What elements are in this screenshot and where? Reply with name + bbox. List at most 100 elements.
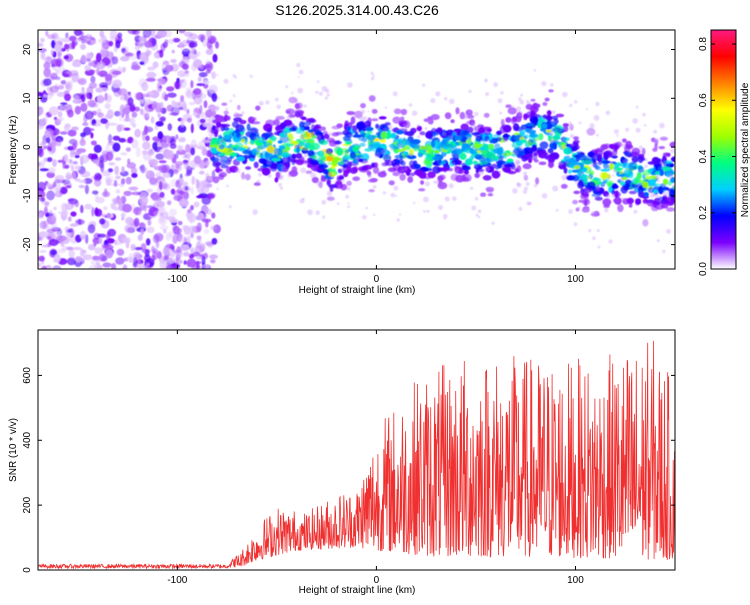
spectrogram-cell <box>526 122 532 127</box>
spectrogram-cell <box>164 39 169 45</box>
spectrogram-cell <box>633 177 639 185</box>
spectrogram-cell <box>665 153 671 157</box>
spectrogram-cell <box>659 122 665 129</box>
x-tick-label: 100 <box>567 274 584 285</box>
spectrogram-cell <box>65 82 71 90</box>
spectrogram-cell <box>219 146 223 150</box>
spectrogram-cell <box>454 168 460 174</box>
x-tick-label: -100 <box>167 575 187 586</box>
y-tick-label: 600 <box>22 367 33 384</box>
spectrogram-cell <box>316 181 323 187</box>
spectrogram-cell <box>80 31 84 37</box>
spectrogram-cell <box>190 247 194 253</box>
spectrogram-cell <box>299 134 305 140</box>
spectrogram-cell <box>196 195 204 199</box>
x-tick-label: 100 <box>567 575 584 586</box>
spectrogram-cell <box>418 149 424 154</box>
spectrogram-cell <box>182 244 190 252</box>
spectrogram-cell <box>197 76 202 82</box>
spectrogram-cell <box>642 112 646 117</box>
spectrogram-cell <box>545 115 553 121</box>
spectrogram-cell <box>323 133 330 139</box>
spectrogram-cell <box>577 206 581 210</box>
spectrogram-cell <box>92 159 100 164</box>
spectrogram-cell <box>54 175 65 182</box>
spectrogram-cell <box>336 202 340 205</box>
spectrogram-cell <box>296 139 307 143</box>
spectrogram-cell <box>642 198 649 204</box>
spectrogram-cell <box>153 210 163 217</box>
spectrogram-cell <box>418 188 426 192</box>
spectrogram-cell <box>628 203 633 208</box>
spectrogram-cell <box>166 200 172 206</box>
spectrogram-cell <box>95 208 103 217</box>
spectrogram-cell <box>155 146 163 150</box>
spectrogram-cell <box>128 53 138 61</box>
spectrogram-cell <box>182 63 189 70</box>
spectrogram-cell <box>234 142 244 149</box>
spectrogram-cell <box>106 109 114 119</box>
spectrogram-cell <box>135 147 141 158</box>
spectrogram-cell <box>188 101 196 106</box>
spectrogram-cell <box>223 78 229 84</box>
spectrogram-cell <box>382 170 386 174</box>
spectrogram-cell <box>347 205 350 209</box>
spectrogram-cell <box>647 187 654 194</box>
spectrogram-cell <box>52 159 57 168</box>
spectrogram-cell <box>160 206 166 212</box>
spectrogram-cell <box>666 207 675 212</box>
spectrogram-cell <box>454 135 462 141</box>
spectrogram-cell <box>148 158 159 166</box>
spectrogram-cell <box>658 146 666 150</box>
spectrogram-cell <box>143 125 149 135</box>
spectrogram-cell <box>534 117 539 125</box>
spectrogram-cell <box>179 136 186 143</box>
spectrogram-cell <box>587 151 595 157</box>
spectrogram-cell <box>139 93 150 98</box>
spectrogram-cell <box>471 205 477 211</box>
spectrogram-cell <box>433 150 441 154</box>
spectrogram-cell <box>670 198 675 203</box>
y-tick-label: 0 <box>22 144 33 150</box>
spectrogram-cell <box>608 239 613 244</box>
spectrogram-x-ticks: -100 0 100 <box>167 30 584 285</box>
spectrogram-cell <box>81 87 85 92</box>
spectrogram-cell <box>206 30 212 39</box>
spectrogram-cell <box>471 132 480 136</box>
spectrogram-cell <box>604 208 609 213</box>
spectrogram-cell <box>91 206 95 217</box>
spectrogram-cell <box>462 136 467 143</box>
spectrogram-cell <box>80 95 85 101</box>
spectrogram-cell <box>503 166 511 173</box>
spectrogram-cell <box>499 111 503 115</box>
spectrogram-cell <box>67 109 74 118</box>
spectrogram-cell <box>107 238 115 244</box>
spectrogram-cell <box>295 159 304 166</box>
spectrogram-cell <box>461 165 471 171</box>
spectrogram-cell <box>206 208 212 215</box>
spectrogram-cell <box>105 151 114 161</box>
spectrogram-cell <box>523 174 529 181</box>
spectrogram-cell <box>503 151 508 159</box>
spectrogram-cell <box>38 255 45 262</box>
spectrogram-cell <box>459 152 467 160</box>
spectrogram-cell <box>145 238 151 246</box>
spectrogram-cell <box>115 189 121 194</box>
spectrogram-cell <box>374 133 377 136</box>
x-tick-label: -100 <box>167 274 187 285</box>
spectrogram-cell <box>172 249 182 254</box>
spectrogram-cell <box>570 143 575 147</box>
spectrogram-cell <box>372 166 380 174</box>
spectrogram-cell <box>512 188 518 194</box>
spectrogram-cell <box>95 52 102 63</box>
spectrogram-cell <box>53 206 57 211</box>
spectrogram-cell <box>358 115 364 122</box>
spectrogram-cell <box>582 192 589 197</box>
spectrogram-cell <box>168 230 174 239</box>
spectrogram-cell <box>224 134 231 140</box>
spectrogram-cell <box>255 105 261 111</box>
spectrogram-cell <box>154 200 160 205</box>
spectrogram-cell <box>597 245 601 249</box>
spectrogram-cell <box>365 206 369 210</box>
spectrogram-cell <box>42 78 52 86</box>
